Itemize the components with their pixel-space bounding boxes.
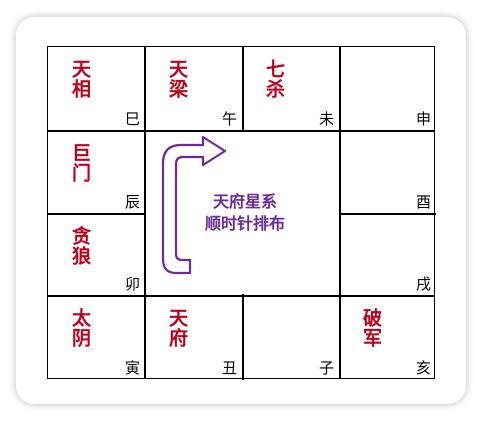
palace-star-label: 天相	[69, 59, 91, 99]
earthly-branch-label: 戌	[415, 275, 431, 293]
earthly-branch-label: 酉	[415, 193, 431, 211]
clockwise-arrow-icon	[161, 135, 227, 275]
palace-si: 天相 巳	[48, 47, 145, 131]
grid-line	[48, 295, 434, 297]
grid-line	[48, 130, 434, 132]
palace-xu: 戌	[339, 214, 436, 296]
grid-line	[339, 213, 436, 215]
palace-star-label: 天府	[166, 308, 188, 348]
center-caption-line2: 顺时针排布	[204, 214, 285, 233]
grid-line	[242, 47, 244, 131]
palace-star-label: 天梁	[166, 59, 188, 99]
palace-chen: 巨门 辰	[48, 131, 145, 214]
earthly-branch-label: 申	[415, 110, 431, 128]
palace-wei: 七杀 未	[242, 47, 339, 131]
earthly-branch-label: 未	[318, 110, 334, 128]
grid-line	[242, 294, 244, 380]
center-area: 天府星系 顺时针排布	[145, 131, 339, 296]
palace-chou: 天府 丑	[145, 296, 242, 380]
earthly-branch-label: 巳	[124, 110, 140, 128]
palace-star-label: 七杀	[263, 59, 285, 99]
palace-star-label: 太阴	[69, 308, 91, 348]
earthly-branch-label: 子	[318, 359, 334, 377]
earthly-branch-label: 卯	[124, 275, 140, 293]
earthly-branch-label: 午	[221, 110, 237, 128]
palace-mao: 贪狼 卯	[48, 214, 145, 296]
center-caption-line1: 天府星系	[212, 192, 277, 211]
earthly-branch-label: 寅	[124, 359, 140, 377]
palace-star-label: 贪狼	[69, 226, 91, 266]
earthly-branch-label: 亥	[415, 359, 431, 377]
earthly-branch-label: 辰	[124, 193, 140, 211]
diagram-card	[16, 17, 466, 404]
palace-hai: 破军 亥	[339, 296, 436, 380]
ziwei-palace-grid: 天相 巳 天梁 午 七杀 未 申 巨门 辰 酉 贪狼 卯 戌 太阴 寅 天府 丑	[47, 46, 436, 380]
center-caption: 天府星系 顺时针排布	[190, 191, 300, 235]
palace-zi: 子	[242, 296, 339, 380]
palace-star-label: 破军	[360, 308, 382, 348]
palace-shen: 申	[339, 47, 436, 131]
palace-star-label: 巨门	[69, 143, 91, 183]
grid-line	[339, 47, 341, 378]
palace-you: 酉	[339, 131, 436, 214]
grid-line	[48, 213, 145, 215]
palace-yin: 太阴 寅	[48, 296, 145, 380]
grid-line	[144, 47, 146, 378]
earthly-branch-label: 丑	[221, 359, 237, 377]
palace-wu: 天梁 午	[145, 47, 242, 131]
